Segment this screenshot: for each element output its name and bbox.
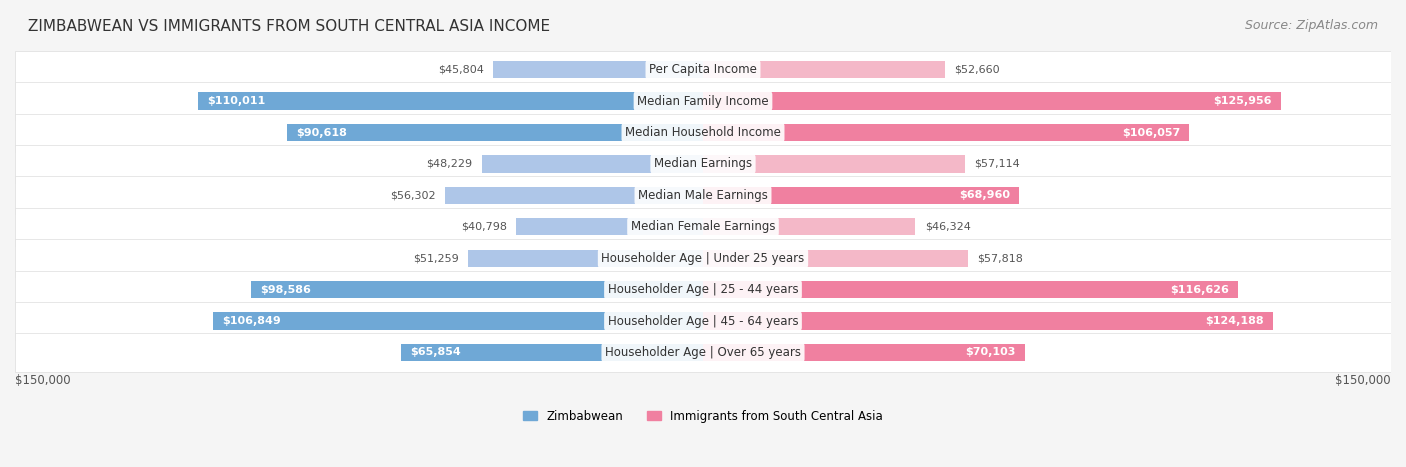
FancyBboxPatch shape (15, 302, 1391, 340)
Bar (516, 218, 703, 235)
Text: $124,188: $124,188 (1205, 316, 1264, 326)
Text: Median Female Earnings: Median Female Earnings (631, 220, 775, 234)
Text: Median Male Earnings: Median Male Earnings (638, 189, 768, 202)
Bar (703, 92, 1281, 110)
Text: Median Family Income: Median Family Income (637, 95, 769, 107)
Text: $68,960: $68,960 (959, 191, 1010, 200)
Text: $57,114: $57,114 (974, 159, 1019, 169)
FancyBboxPatch shape (15, 113, 1391, 152)
Legend: Zimbabwean, Immigrants from South Central Asia: Zimbabwean, Immigrants from South Centra… (519, 405, 887, 427)
Text: $51,259: $51,259 (413, 253, 458, 263)
Text: $116,626: $116,626 (1170, 285, 1229, 295)
FancyBboxPatch shape (15, 177, 1391, 214)
FancyBboxPatch shape (15, 333, 1391, 372)
Text: $57,818: $57,818 (977, 253, 1024, 263)
Text: $150,000: $150,000 (15, 375, 70, 388)
Text: Householder Age | 25 - 44 years: Householder Age | 25 - 44 years (607, 283, 799, 296)
Bar (444, 187, 703, 204)
Text: Median Household Income: Median Household Income (626, 126, 780, 139)
Bar (250, 281, 703, 298)
Bar (703, 281, 1237, 298)
Text: $106,057: $106,057 (1122, 127, 1180, 138)
Bar (703, 187, 1019, 204)
Text: $150,000: $150,000 (1336, 375, 1391, 388)
Bar (703, 344, 1025, 361)
FancyBboxPatch shape (15, 51, 1391, 89)
FancyBboxPatch shape (15, 82, 1391, 120)
Text: Per Capita Income: Per Capita Income (650, 63, 756, 76)
Bar (703, 156, 965, 173)
Bar (703, 249, 969, 267)
Text: Source: ZipAtlas.com: Source: ZipAtlas.com (1244, 19, 1378, 32)
Text: $65,854: $65,854 (411, 347, 461, 358)
FancyBboxPatch shape (15, 208, 1391, 246)
Text: Householder Age | Over 65 years: Householder Age | Over 65 years (605, 346, 801, 359)
Bar (287, 124, 703, 141)
Text: $125,956: $125,956 (1213, 96, 1271, 106)
Text: $56,302: $56,302 (389, 191, 436, 200)
Bar (468, 249, 703, 267)
Text: $90,618: $90,618 (297, 127, 347, 138)
Bar (198, 92, 703, 110)
Text: $106,849: $106,849 (222, 316, 281, 326)
Text: $40,798: $40,798 (461, 222, 506, 232)
Text: $45,804: $45,804 (437, 65, 484, 75)
Bar (703, 124, 1189, 141)
FancyBboxPatch shape (15, 145, 1391, 183)
Bar (703, 218, 915, 235)
Text: Householder Age | Under 25 years: Householder Age | Under 25 years (602, 252, 804, 265)
Bar (703, 61, 945, 78)
FancyBboxPatch shape (15, 239, 1391, 277)
Text: $98,586: $98,586 (260, 285, 311, 295)
Bar (494, 61, 703, 78)
Text: ZIMBABWEAN VS IMMIGRANTS FROM SOUTH CENTRAL ASIA INCOME: ZIMBABWEAN VS IMMIGRANTS FROM SOUTH CENT… (28, 19, 550, 34)
Bar (703, 312, 1272, 330)
Text: Median Earnings: Median Earnings (654, 157, 752, 170)
Text: $48,229: $48,229 (426, 159, 472, 169)
Text: $110,011: $110,011 (208, 96, 266, 106)
Text: Householder Age | 45 - 64 years: Householder Age | 45 - 64 years (607, 315, 799, 327)
Bar (212, 312, 703, 330)
FancyBboxPatch shape (15, 271, 1391, 309)
Text: $46,324: $46,324 (925, 222, 970, 232)
Bar (482, 156, 703, 173)
Bar (401, 344, 703, 361)
Text: $70,103: $70,103 (965, 347, 1015, 358)
Text: $52,660: $52,660 (953, 65, 1000, 75)
